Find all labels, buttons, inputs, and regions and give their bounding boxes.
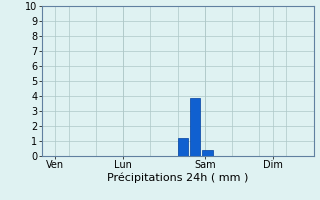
Bar [190, 98, 200, 156]
Bar [202, 150, 213, 156]
X-axis label: Précipitations 24h ( mm ): Précipitations 24h ( mm ) [107, 173, 248, 183]
Bar [178, 138, 188, 156]
